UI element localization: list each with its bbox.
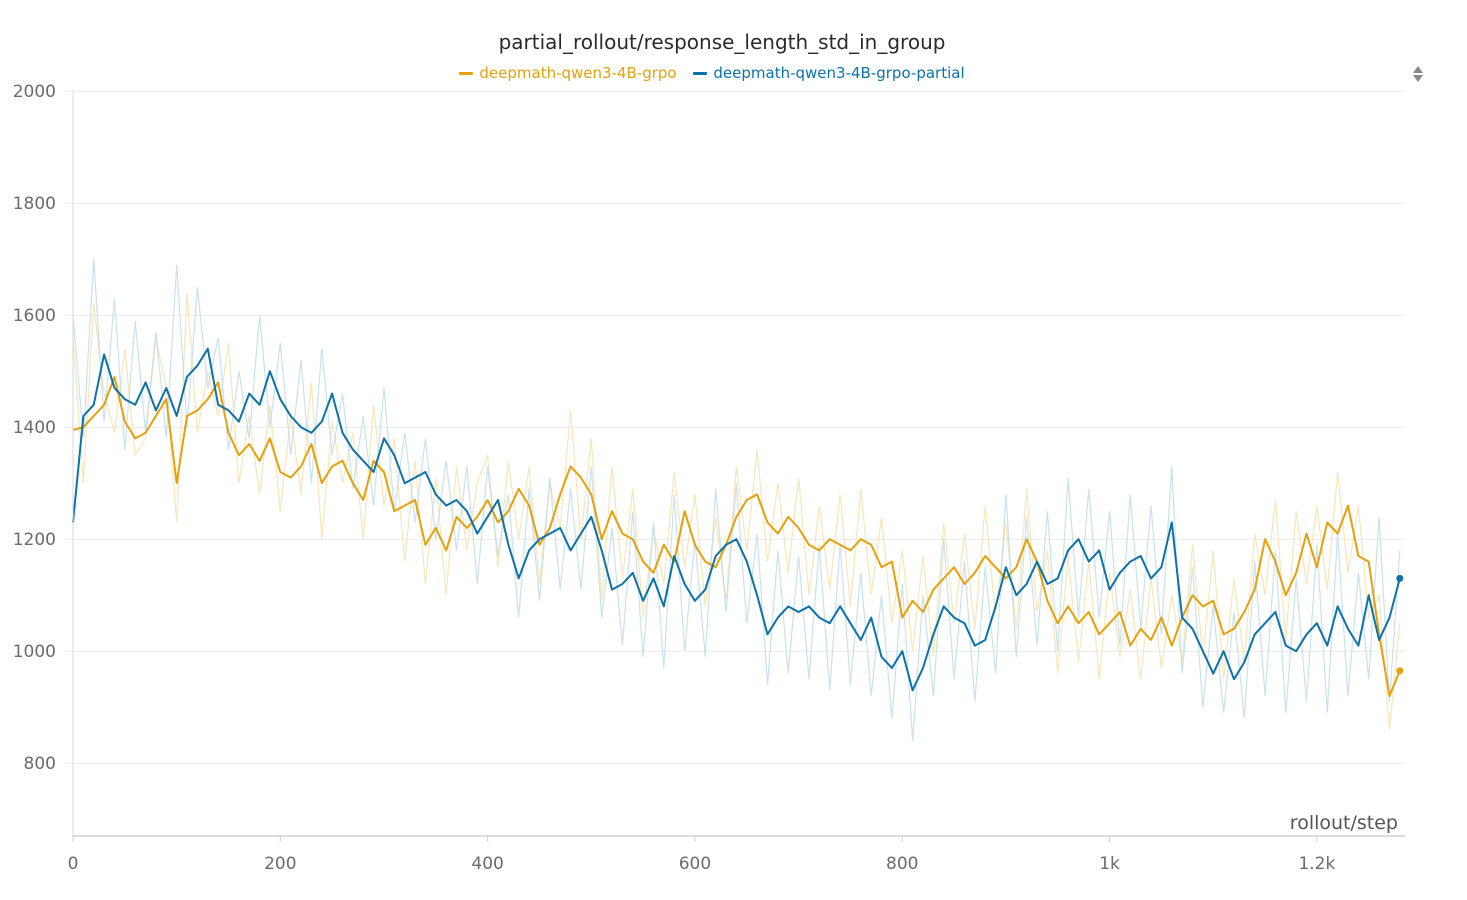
x-axis-label: rollout/step (1290, 812, 1398, 834)
tick-labels: 800 1000 1200 1400 1600 1800 2000 0 200 400 600 800… (13, 82, 1336, 874)
legend: deepmath-qwen3-4B-grpo deepmath-qwen3-4B… (0, 64, 1424, 82)
raw-series-layer (72, 259, 1401, 741)
x-tick-label: 400 (471, 854, 503, 874)
x-tick-label: 1.2k (1298, 854, 1335, 874)
series-line-1[interactable] (72, 347, 1401, 692)
series-end-marker-1 (1396, 574, 1404, 582)
raw-series-line-1 (72, 259, 1401, 741)
y-tick-label: 2000 (13, 82, 56, 102)
y-tick-label: 1200 (13, 530, 56, 550)
legend-swatch-grpo-partial (693, 72, 708, 75)
y-tick-label: 1800 (13, 194, 56, 214)
legend-label-grpo: deepmath-qwen3-4B-grpo (479, 64, 677, 82)
legend-item-grpo-partial[interactable]: deepmath-qwen3-4B-grpo-partial (693, 64, 965, 82)
series-line-0[interactable] (72, 375, 1401, 697)
smoothed-series-layer (72, 347, 1404, 697)
x-tick-label: 600 (679, 854, 711, 874)
legend-swatch-grpo (459, 72, 474, 75)
legend-item-grpo[interactable]: deepmath-qwen3-4B-grpo (459, 64, 677, 82)
x-tick-label: 200 (264, 854, 296, 874)
x-tick-label: 800 (886, 854, 918, 874)
y-tick-label: 1400 (13, 418, 56, 438)
y-tick-label: 1600 (13, 306, 56, 326)
chart-title: partial_rollout/response_length_std_in_g… (498, 30, 946, 54)
y-tick-label: 800 (24, 754, 56, 774)
x-tick-label: 0 (68, 854, 79, 874)
raw-series-line-0 (72, 292, 1401, 730)
grid-lines (65, 90, 1405, 764)
y-tick-label: 1000 (13, 642, 56, 662)
axes (72, 90, 1405, 842)
legend-label-grpo-partial: deepmath-qwen3-4B-grpo-partial (713, 64, 965, 82)
series-end-marker-0 (1396, 667, 1404, 675)
sort-arrows-icon[interactable] (1410, 64, 1426, 84)
x-tick-label: 1k (1099, 854, 1120, 874)
